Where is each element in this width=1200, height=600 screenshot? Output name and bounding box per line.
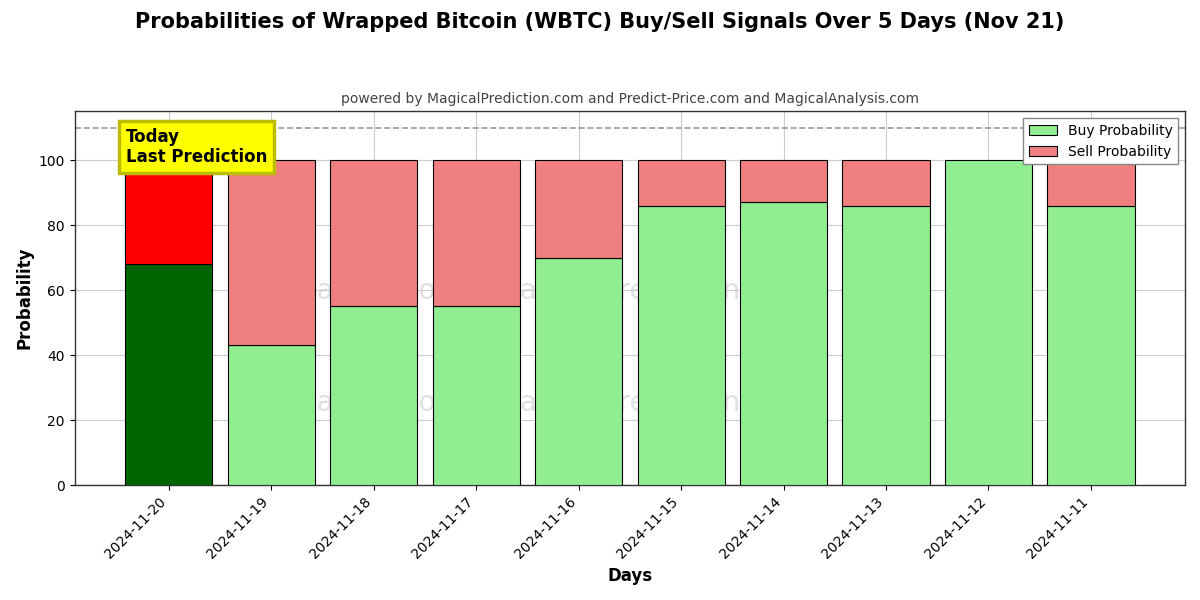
Bar bbox=[740, 160, 827, 202]
Bar bbox=[125, 160, 212, 264]
Bar bbox=[637, 160, 725, 206]
Bar bbox=[535, 257, 622, 485]
Bar bbox=[637, 206, 725, 485]
Text: calAnalysis.com: calAnalysis.com bbox=[241, 389, 463, 417]
Bar bbox=[228, 160, 314, 346]
Bar bbox=[740, 202, 827, 485]
Bar bbox=[432, 307, 520, 485]
Legend: Buy Probability, Sell Probability: Buy Probability, Sell Probability bbox=[1024, 118, 1178, 164]
Bar bbox=[535, 160, 622, 257]
Bar bbox=[1048, 160, 1134, 206]
Bar bbox=[125, 264, 212, 485]
Bar bbox=[228, 346, 314, 485]
Bar bbox=[330, 307, 418, 485]
Text: calAnalysis.com: calAnalysis.com bbox=[241, 277, 463, 305]
Y-axis label: Probability: Probability bbox=[16, 247, 34, 349]
Text: Today
Last Prediction: Today Last Prediction bbox=[126, 128, 268, 166]
Bar bbox=[944, 160, 1032, 485]
Bar bbox=[432, 160, 520, 307]
Title: powered by MagicalPrediction.com and Predict-Price.com and MagicalAnalysis.com: powered by MagicalPrediction.com and Pre… bbox=[341, 92, 919, 106]
Bar bbox=[1048, 206, 1134, 485]
Bar bbox=[842, 160, 930, 206]
Bar bbox=[842, 206, 930, 485]
Text: MagicalPrediction.com: MagicalPrediction.com bbox=[496, 277, 809, 305]
Bar bbox=[330, 160, 418, 307]
Text: MagicalPrediction.com: MagicalPrediction.com bbox=[496, 389, 809, 417]
Text: Probabilities of Wrapped Bitcoin (WBTC) Buy/Sell Signals Over 5 Days (Nov 21): Probabilities of Wrapped Bitcoin (WBTC) … bbox=[136, 12, 1064, 32]
X-axis label: Days: Days bbox=[607, 567, 653, 585]
